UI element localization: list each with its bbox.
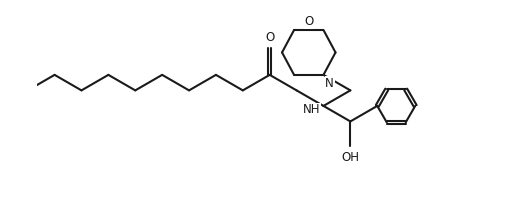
Text: OH: OH [341, 151, 359, 164]
Text: N: N [325, 77, 334, 90]
Text: O: O [304, 15, 314, 28]
Text: O: O [265, 31, 275, 44]
Text: NH: NH [303, 103, 320, 116]
